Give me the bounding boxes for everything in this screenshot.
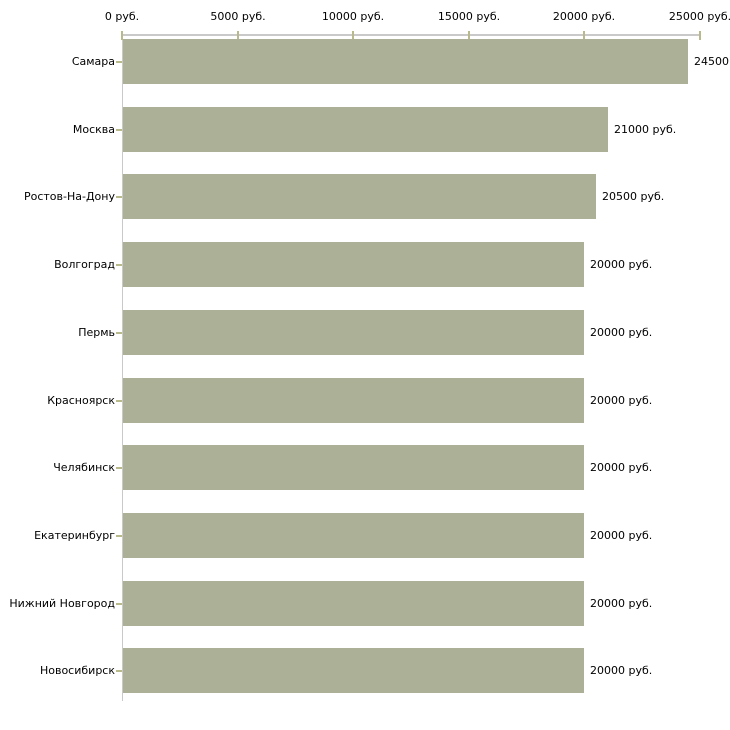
- category-label: Красноярск: [47, 394, 115, 407]
- y-axis-tick-mark: [116, 603, 122, 605]
- value-label: 20000 руб.: [590, 461, 653, 474]
- bar: [123, 648, 584, 693]
- x-axis-tick-mark: [468, 31, 470, 40]
- category-label: Самара: [71, 55, 115, 68]
- y-axis-tick-mark: [116, 264, 122, 266]
- value-label: 20500 руб.: [602, 190, 665, 203]
- bar: [123, 107, 608, 152]
- bar: [123, 581, 584, 626]
- bar: [123, 310, 584, 355]
- y-axis-tick-mark: [116, 400, 122, 402]
- y-axis-tick-mark: [116, 61, 122, 63]
- value-label: 20000 руб.: [590, 258, 653, 271]
- y-axis-line: [122, 35, 123, 701]
- category-label: Нижний Новгород: [9, 597, 115, 610]
- value-label: 20000 руб.: [590, 529, 653, 542]
- y-axis-tick-mark: [116, 332, 122, 334]
- value-label: 20000 руб.: [590, 394, 653, 407]
- category-label: Пермь: [78, 326, 115, 339]
- bar: [123, 445, 584, 490]
- bar: [123, 174, 596, 219]
- x-axis-line: [122, 34, 701, 36]
- y-axis-tick-mark: [116, 196, 122, 198]
- x-axis-tick-label: 25000 руб.: [668, 10, 730, 23]
- category-label: Ростов-На-Дону: [23, 190, 115, 203]
- bar: [123, 242, 584, 287]
- value-label: 20000 руб.: [590, 326, 653, 339]
- category-label: Москва: [72, 123, 115, 136]
- category-label: Екатеринбург: [34, 529, 115, 542]
- value-label: 20000 руб.: [590, 664, 653, 677]
- x-axis-tick-mark: [583, 31, 585, 40]
- y-axis-tick-mark: [116, 670, 122, 672]
- x-axis-tick-label: 15000 руб.: [437, 10, 501, 23]
- bar: [123, 513, 584, 558]
- category-label: Челябинск: [53, 461, 115, 474]
- y-axis-tick-mark: [116, 535, 122, 537]
- value-label: 20000 руб.: [590, 597, 653, 610]
- bar: [123, 39, 688, 84]
- x-axis-tick-label: 5000 руб.: [210, 10, 266, 23]
- y-axis-tick-mark: [116, 467, 122, 469]
- x-axis-tick-label: 10000 руб.: [321, 10, 385, 23]
- y-axis-tick-mark: [116, 129, 122, 131]
- category-label: Новосибирск: [39, 664, 115, 677]
- value-label: 21000 руб.: [614, 123, 677, 136]
- value-label: 24500 руб.: [694, 55, 730, 68]
- x-axis-tick-mark: [699, 31, 701, 40]
- x-axis-tick-label: 20000 руб.: [552, 10, 616, 23]
- category-label: Волгоград: [54, 258, 115, 271]
- x-axis-tick-mark: [237, 31, 239, 40]
- x-axis-tick-mark: [352, 31, 354, 40]
- x-axis-tick-mark: [121, 31, 123, 40]
- bar: [123, 378, 584, 423]
- x-axis-tick-label: 0 руб.: [104, 10, 140, 23]
